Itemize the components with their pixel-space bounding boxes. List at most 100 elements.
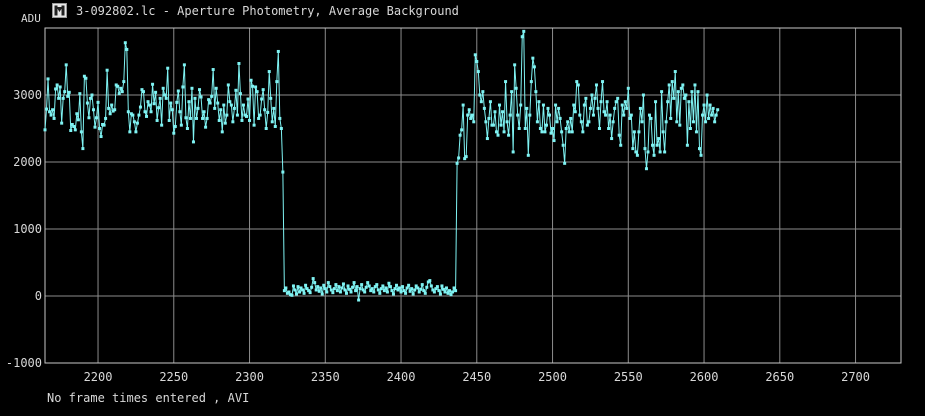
data-point: [649, 116, 653, 120]
data-point: [535, 120, 539, 124]
data-point: [461, 103, 465, 107]
data-point: [299, 286, 303, 290]
data-point: [517, 127, 521, 130]
data-point: [167, 118, 171, 122]
data-point: [487, 116, 491, 120]
data-point: [207, 98, 211, 102]
data-point: [398, 286, 402, 290]
y-axis-label: ADU: [21, 12, 41, 25]
data-point: [628, 116, 632, 120]
data-point: [178, 110, 182, 114]
data-point: [551, 127, 555, 130]
data-point: [366, 281, 370, 285]
data-point: [314, 288, 318, 292]
data-point: [179, 123, 183, 127]
data-point: [241, 103, 245, 107]
data-point: [117, 92, 121, 96]
data-point: [702, 103, 706, 107]
data-point: [467, 108, 471, 112]
series-line: [44, 31, 719, 301]
data-point: [304, 283, 308, 287]
data-point: [60, 121, 64, 125]
data-point: [143, 110, 147, 114]
data-point: [287, 290, 291, 294]
data-point: [463, 157, 467, 161]
data-point: [587, 120, 591, 124]
data-point: [675, 120, 679, 124]
data-point: [172, 131, 176, 135]
data-point: [651, 143, 655, 147]
data-point: [73, 128, 77, 132]
data-point: [284, 286, 288, 290]
data-point: [451, 290, 455, 294]
data-point: [99, 135, 103, 139]
data-point: [598, 127, 602, 130]
data-point: [608, 113, 612, 117]
data-point: [137, 113, 141, 117]
data-point: [555, 120, 559, 124]
data-point: [631, 147, 635, 151]
data-point: [148, 103, 152, 107]
data-point: [254, 85, 258, 89]
data-point: [67, 90, 71, 94]
data-point: [354, 289, 358, 293]
data-point: [140, 88, 144, 92]
data-point: [478, 93, 482, 97]
data-point: [554, 103, 558, 107]
data-point: [63, 90, 67, 94]
data-point: [452, 286, 456, 290]
data-point: [193, 96, 197, 100]
data-point: [334, 283, 338, 287]
data-point: [440, 284, 444, 288]
data-point: [698, 147, 701, 151]
x-tick-label: 2300: [235, 370, 264, 384]
data-point: [601, 80, 605, 84]
data-point: [123, 41, 127, 45]
data-point: [245, 114, 248, 118]
data-point: [637, 130, 641, 134]
app-icon[interactable]: [52, 3, 67, 18]
data-point: [541, 103, 545, 107]
data-point: [288, 293, 292, 297]
data-point: [323, 287, 327, 291]
data-point: [175, 100, 179, 104]
data-point: [310, 285, 314, 289]
data-point: [449, 293, 453, 297]
data-point: [87, 116, 91, 120]
data-point: [48, 110, 52, 114]
x-tick-label: 2250: [159, 370, 188, 384]
data-point: [654, 100, 658, 104]
data-point: [282, 289, 286, 293]
data-point: [690, 90, 694, 94]
data-point: [358, 287, 362, 291]
data-point: [552, 139, 556, 143]
data-point: [93, 125, 97, 129]
data-point: [713, 120, 717, 124]
data-point: [263, 108, 267, 112]
data-point: [246, 97, 250, 101]
data-point: [460, 128, 464, 132]
data-point: [107, 106, 111, 110]
data-point: [319, 286, 323, 290]
data-point: [340, 286, 344, 290]
data-point: [191, 140, 195, 144]
data-point: [166, 66, 170, 70]
data-point: [514, 86, 518, 90]
data-point: [43, 128, 47, 132]
data-point: [45, 107, 49, 111]
data-point: [290, 293, 294, 297]
data-point: [699, 153, 703, 157]
data-point: [291, 284, 295, 288]
data-point: [346, 284, 350, 288]
data-point: [448, 289, 452, 293]
data-point: [146, 100, 150, 104]
data-point: [49, 113, 53, 117]
data-point: [72, 124, 76, 128]
x-tick-labels: 2200 2250 2300 2350 2400 2450 2500 2550 2600 2650…: [84, 370, 870, 384]
data-point: [473, 53, 477, 57]
data-point: [325, 290, 329, 294]
data-point: [534, 90, 538, 94]
data-point: [625, 106, 629, 110]
data-point: [235, 113, 239, 117]
data-point: [211, 68, 215, 72]
